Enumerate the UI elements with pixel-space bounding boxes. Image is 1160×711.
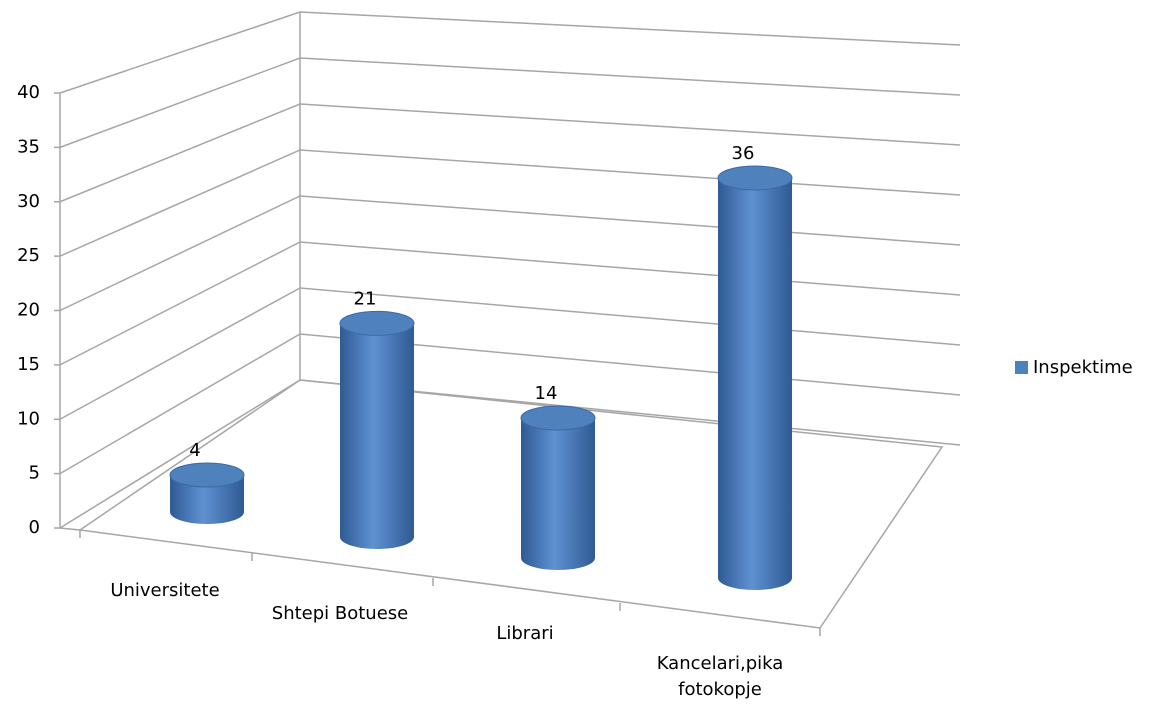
x-tick-label: Librari [496,623,554,644]
x-tick-label: Shtepi Botuese [271,603,409,624]
grid-line [59,241,961,366]
data-label: 14 [535,383,558,404]
grid-line [59,103,961,203]
bar-top [717,165,793,191]
y-tick-label: 10 [17,408,40,429]
grid-line [59,57,961,149]
bar-top [520,405,596,431]
grid-line [59,195,961,312]
data-label: 21 [354,288,377,309]
x-tick-label: Universitete [110,580,220,601]
data-label: 36 [732,143,755,164]
bar-top [169,462,245,488]
bar-top [339,310,415,336]
y-tick-label: 30 [17,191,40,212]
bar [521,418,595,570]
data-label: 4 [189,440,200,461]
bar [718,178,792,590]
floor [77,379,944,629]
y-tick-label: 15 [17,354,40,375]
y-tick-label: 40 [17,82,40,103]
x-tick-label: Kancelari,pika fotokopje [656,653,784,700]
y-tick-label: 0 [29,517,40,538]
y-tick-label: 20 [17,300,40,321]
y-tick-label: 35 [17,136,40,157]
grid-line [59,11,961,94]
y-tick-label: 5 [29,463,40,484]
bar [340,323,414,549]
grid-line [59,149,961,257]
legend-swatch [1015,361,1028,374]
legend-label: Inspektime [1033,357,1133,378]
floor-edge [59,527,81,531]
y-tick-label: 25 [17,245,40,266]
bar [170,475,244,524]
